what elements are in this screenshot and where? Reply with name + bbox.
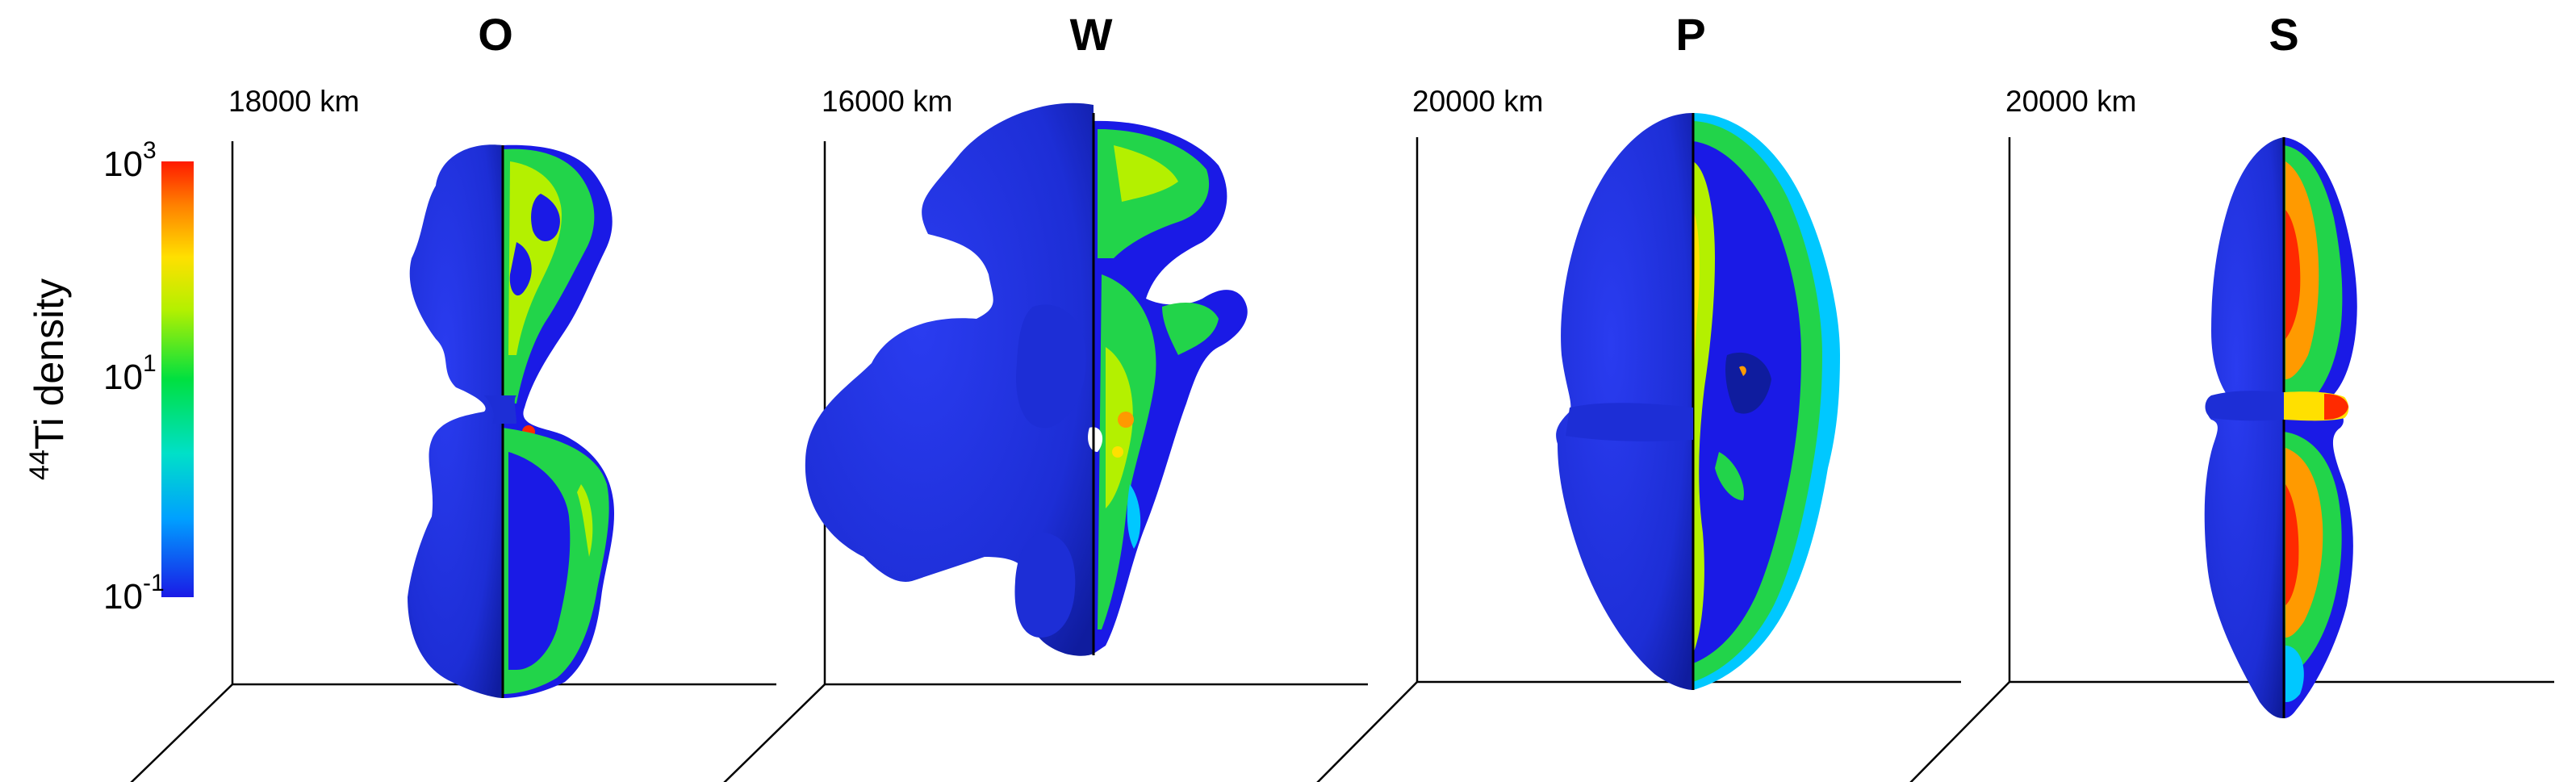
colorbar: 103 101 10-1 44Ti density xyxy=(24,137,194,617)
panel-scale-label: 18000 km xyxy=(228,85,360,118)
panel-title: W xyxy=(1070,9,1113,60)
ejecta-model-W xyxy=(805,102,1248,656)
panel-title: O xyxy=(478,9,513,60)
ejecta-model-O xyxy=(408,144,615,698)
ejecta-model-S xyxy=(2204,137,2357,718)
panel-title: S xyxy=(2269,9,2298,60)
colorbar-tick-bottom: 10-1 xyxy=(103,570,165,617)
colorbar-tick-top: 103 xyxy=(103,137,157,184)
colorbar-gradient xyxy=(161,161,194,597)
colorbar-axis-label: 44Ti density xyxy=(24,278,72,480)
panel-scale-label: 20000 km xyxy=(1412,85,1544,118)
panel-O: O 18000 km xyxy=(130,9,776,782)
panel-P: P 20000 km xyxy=(1316,9,1961,782)
panel-scale-label: 16000 km xyxy=(822,85,953,118)
ejecta-model-P xyxy=(1556,113,1840,690)
panel-S: S 20000 km xyxy=(1909,9,2554,782)
panel-title: P xyxy=(1675,9,1705,60)
panel-W: W 16000 km xyxy=(723,9,1368,782)
panel-scale-label: 20000 km xyxy=(2005,85,2137,118)
colorbar-tick-mid: 101 xyxy=(103,350,157,397)
